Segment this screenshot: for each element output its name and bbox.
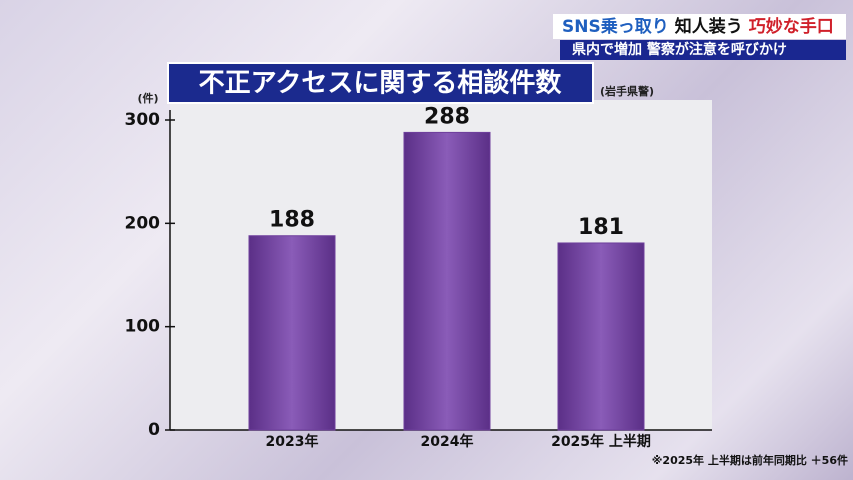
source: (岩手県警) <box>600 84 654 98</box>
title-box <box>167 62 594 104</box>
banner-part: 巧妙な手口 <box>749 16 834 37</box>
banner-part: SNS乗っ取り <box>562 17 669 37</box>
x-tick-label: 2025年 上半期 <box>551 433 651 450</box>
y-axis-label: (件) <box>137 91 158 105</box>
y-tick-label: 300 <box>125 110 161 130</box>
y-tick-label: 100 <box>125 317 161 337</box>
y-tick-label: 200 <box>125 213 161 233</box>
banner-box <box>553 14 846 39</box>
bar <box>248 235 336 431</box>
bar <box>557 242 645 431</box>
banner-subline: 県内で増加 警察が注意を呼びかけ <box>572 41 787 58</box>
y-tick-label: 0 <box>148 420 160 440</box>
x-tick-label: 2023年 <box>266 433 319 450</box>
banner-title: SNS乗っ取り 知人装う 巧妙な手口 <box>562 16 834 37</box>
chart-title: 不正アクセスに関する相談件数 <box>199 68 563 99</box>
banner-part: 知人装う <box>674 16 743 37</box>
value-label: 181 <box>578 215 624 240</box>
bar <box>403 131 491 431</box>
x-tick-label: 2024年 <box>421 433 474 450</box>
banner-subline-box <box>560 40 846 60</box>
value-label: 188 <box>269 208 315 233</box>
note: ※2025年 上半期は前年同期比 ＋56件 <box>652 453 848 467</box>
value-label: 288 <box>424 104 470 129</box>
